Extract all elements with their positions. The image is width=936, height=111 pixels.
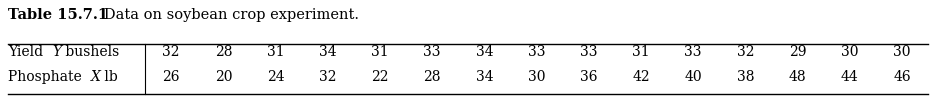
Text: 26: 26 <box>163 70 180 84</box>
Text: 36: 36 <box>580 70 597 84</box>
Text: 24: 24 <box>267 70 285 84</box>
Text: Table 15.7.1: Table 15.7.1 <box>8 8 109 22</box>
Text: 48: 48 <box>789 70 806 84</box>
Text: X: X <box>91 70 100 84</box>
Text: Phosphate: Phosphate <box>8 70 91 84</box>
Text: lb: lb <box>100 70 118 84</box>
Text: 32: 32 <box>319 70 337 84</box>
Text: 33: 33 <box>684 45 702 59</box>
Text: 34: 34 <box>475 45 493 59</box>
Text: 33: 33 <box>423 45 441 59</box>
Text: 29: 29 <box>789 45 806 59</box>
Text: 31: 31 <box>632 45 650 59</box>
Text: 30: 30 <box>841 45 858 59</box>
Text: bushels: bushels <box>61 45 119 59</box>
Text: Yield: Yield <box>8 45 51 59</box>
Text: 38: 38 <box>737 70 754 84</box>
Text: 46: 46 <box>893 70 911 84</box>
Text: 33: 33 <box>528 45 546 59</box>
Text: 30: 30 <box>528 70 546 84</box>
Text: 31: 31 <box>372 45 388 59</box>
Text: 42: 42 <box>632 70 650 84</box>
Text: Data on soybean crop experiment.: Data on soybean crop experiment. <box>90 8 359 22</box>
Text: 31: 31 <box>267 45 285 59</box>
Text: 34: 34 <box>475 70 493 84</box>
Text: Y: Y <box>51 45 61 59</box>
Text: 40: 40 <box>684 70 702 84</box>
Text: 32: 32 <box>163 45 180 59</box>
Text: 28: 28 <box>423 70 441 84</box>
Text: 20: 20 <box>214 70 232 84</box>
Text: 34: 34 <box>319 45 337 59</box>
Text: 22: 22 <box>372 70 388 84</box>
Text: 28: 28 <box>214 45 232 59</box>
Text: 44: 44 <box>841 70 858 84</box>
Text: 32: 32 <box>737 45 754 59</box>
Text: 30: 30 <box>893 45 911 59</box>
Text: 33: 33 <box>580 45 597 59</box>
